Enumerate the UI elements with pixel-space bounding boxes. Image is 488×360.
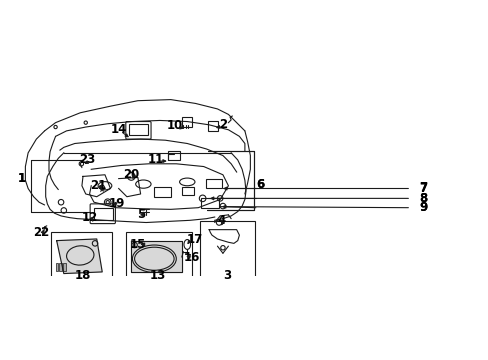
Text: 15: 15 — [129, 238, 146, 251]
Text: 2: 2 — [219, 118, 226, 131]
Polygon shape — [130, 241, 182, 272]
Bar — [208, 121, 218, 131]
Bar — [51, 233, 111, 278]
Text: 9: 9 — [418, 201, 427, 214]
Bar — [168, 151, 180, 160]
Circle shape — [84, 121, 87, 124]
Text: 8: 8 — [418, 192, 427, 205]
Text: 9: 9 — [418, 201, 427, 214]
Text: 12: 12 — [81, 211, 98, 224]
Bar — [182, 117, 191, 127]
Text: 1: 1 — [18, 172, 25, 185]
Text: 23: 23 — [79, 153, 95, 166]
Text: 17: 17 — [186, 233, 202, 246]
Polygon shape — [57, 239, 102, 274]
Text: 5: 5 — [137, 208, 145, 221]
Bar — [63, 263, 66, 271]
Text: 22: 22 — [33, 226, 49, 239]
Text: 20: 20 — [123, 168, 139, 181]
Bar — [201, 198, 218, 208]
Bar — [59, 263, 62, 271]
Text: 13: 13 — [150, 269, 166, 282]
Circle shape — [54, 125, 57, 129]
Text: 18: 18 — [75, 269, 91, 282]
Text: 21: 21 — [90, 179, 106, 192]
Text: 6: 6 — [256, 177, 264, 190]
Text: 14: 14 — [110, 123, 126, 136]
Text: 10: 10 — [167, 120, 183, 132]
Text: 19: 19 — [109, 197, 125, 210]
Bar — [129, 124, 147, 135]
Text: 7: 7 — [418, 182, 427, 195]
Text: 3: 3 — [222, 269, 230, 282]
Bar — [154, 187, 170, 197]
Bar — [125, 233, 191, 278]
Text: 7: 7 — [418, 181, 427, 194]
Text: 16: 16 — [183, 251, 200, 264]
Bar — [94, 208, 112, 220]
Text: 8: 8 — [418, 192, 427, 205]
Bar — [182, 187, 193, 195]
Bar — [200, 221, 254, 278]
Bar — [56, 263, 58, 271]
Bar — [206, 179, 222, 189]
Text: 6: 6 — [256, 177, 264, 190]
Text: 1: 1 — [18, 172, 25, 185]
Text: 4: 4 — [217, 214, 225, 227]
Text: 11: 11 — [147, 153, 163, 166]
